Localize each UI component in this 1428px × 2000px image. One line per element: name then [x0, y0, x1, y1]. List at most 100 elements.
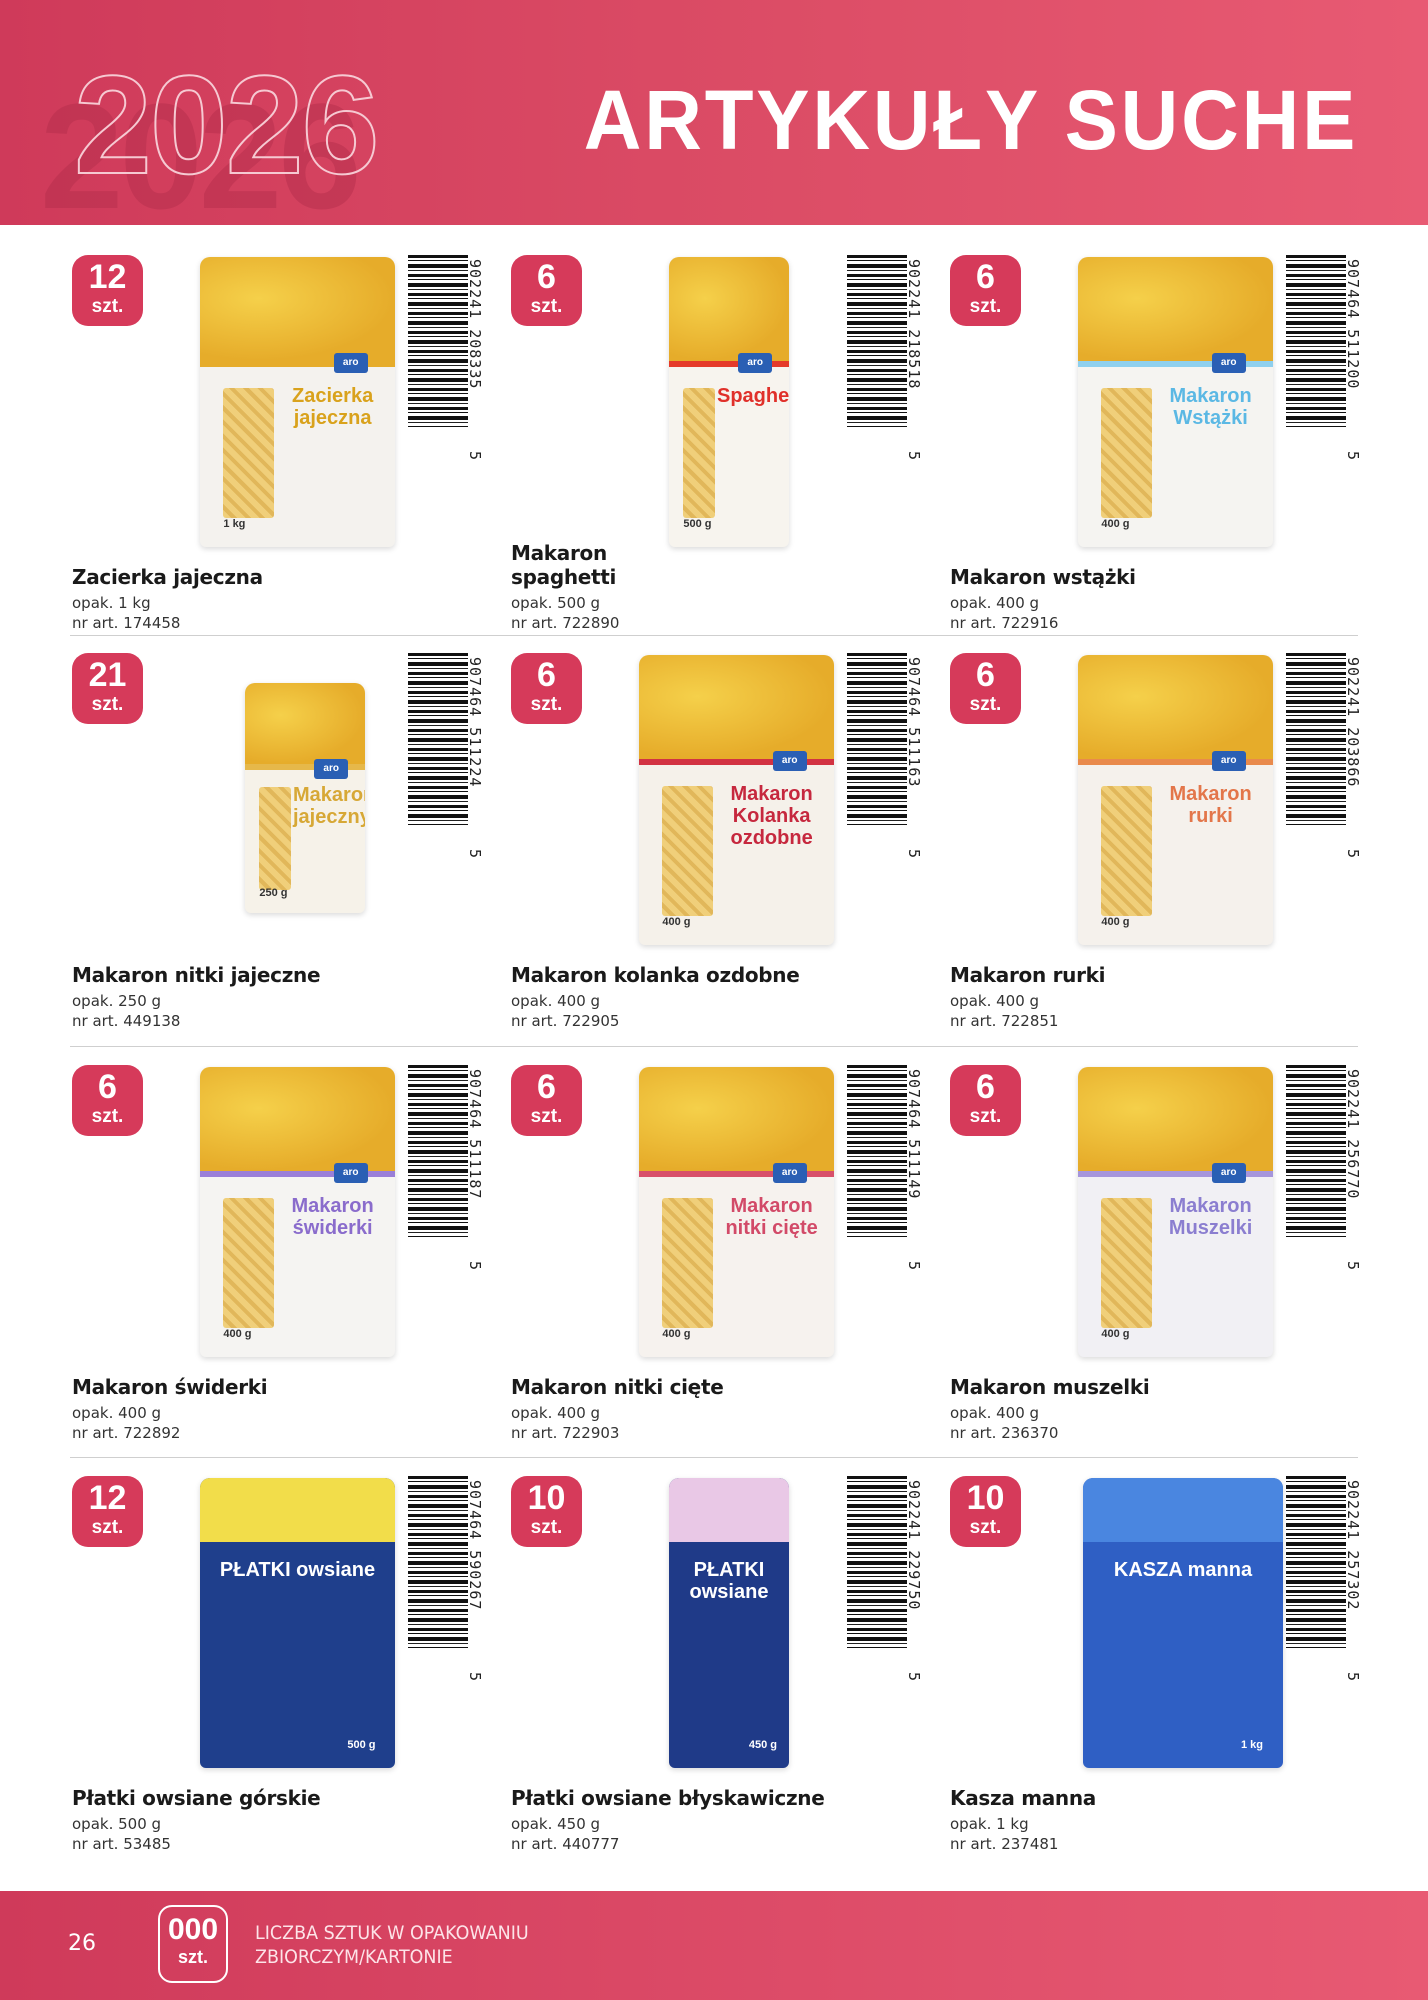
barcode-bars: [1286, 1476, 1346, 1648]
product-tile[interactable]: 6 szt. aro Makaron nitki cięte 400 g 907…: [509, 1065, 949, 1443]
barcode: 907464 511200 5: [1286, 255, 1372, 485]
pack-count-unit: szt.: [91, 694, 124, 715]
barcode: 907464 590267 5: [408, 1476, 494, 1706]
barcode-number: 902241 203866: [1344, 657, 1362, 788]
product-tile[interactable]: 12 szt. aro Zacierka jajeczna 1 kg 90224…: [70, 255, 510, 633]
legend-line: LICZBA SZTUK W OPAKOWANIU: [255, 1922, 529, 1944]
product-image[interactable]: PŁATKI owsiane 500 g: [200, 1478, 395, 1768]
page-header: 2026 2026 ARTYKUŁY SUCHE: [0, 0, 1428, 240]
product-image[interactable]: aro Makaron Muszelki 400 g: [1078, 1067, 1273, 1357]
barcode-number: 902241 256770: [1344, 1069, 1362, 1200]
pack-label: PŁATKI owsiane: [219, 1559, 376, 1582]
pack-top: [1078, 1067, 1273, 1178]
pack-count: 6: [976, 1068, 995, 1106]
legend-text: LICZBA SZTUK W OPAKOWANIU ZBIORCZYM/KART…: [255, 1921, 529, 1969]
barcode-lead-digit: 5: [1344, 1672, 1362, 1682]
row-divider: [70, 635, 1358, 636]
product-package: opak. 400 g: [511, 992, 601, 1010]
product-image[interactable]: aro Makaron świderki 400 g: [200, 1067, 395, 1357]
product-info: Zacierka jajeczna opak. 1 kg nr art. 174…: [72, 565, 402, 633]
product-package: opak. 250 g: [72, 992, 162, 1010]
product-tile[interactable]: 6 szt. aro Makaron Kolanka ozdobne 400 g…: [509, 653, 949, 1031]
product-image[interactable]: aro Makaron Kolanka ozdobne 400 g: [639, 655, 834, 945]
pack-count-badge: 12 szt.: [72, 255, 143, 326]
product-tile[interactable]: 10 szt. KASZA manna 1 kg 902241 257302 5…: [948, 1476, 1388, 1854]
brand-logo: aro: [333, 352, 368, 373]
pack-weight: 1 kg: [1240, 1738, 1263, 1751]
barcode: 902241 256770 5: [1286, 1065, 1372, 1295]
pack-count: 21: [88, 656, 127, 694]
product-article-number: nr art. 440777: [511, 1835, 620, 1853]
barcode-number: 907464 511187: [466, 1069, 484, 1200]
pack-count-unit: szt.: [969, 296, 1002, 317]
barcode-number: 907464 511163: [905, 657, 923, 788]
product-image[interactable]: aro Makaron rurki 400 g: [1078, 655, 1273, 945]
product-package: opak. 400 g: [72, 1404, 162, 1422]
pack-label: Zacierka jajeczna: [292, 384, 374, 429]
product-name: Zacierka jajeczna: [72, 565, 263, 589]
barcode-number: 907464 511149: [905, 1069, 923, 1200]
product-image[interactable]: aro Makaron Wstążki 400 g: [1078, 257, 1273, 547]
pack-count-badge: 12 szt.: [72, 1476, 143, 1547]
pack-top: [200, 1067, 395, 1178]
pack-count-badge: 10 szt.: [511, 1476, 582, 1547]
barcode: 902241 208335 5: [408, 255, 494, 485]
pack-top: [669, 257, 789, 368]
pack-count: 6: [976, 656, 995, 694]
product-name: Makaron kolanka ozdobne: [511, 963, 800, 987]
pack-label: Makaron jajeczny: [293, 784, 365, 829]
pack-label: Makaron Wstążki: [1169, 384, 1252, 429]
product-info: Makaron muszelki opak. 400 g nr art. 236…: [950, 1375, 1280, 1443]
barcode-number: 907464 511200: [1344, 259, 1362, 390]
pack-count: 10: [966, 1479, 1005, 1517]
brand-logo: aro: [772, 750, 807, 771]
product-info: Makaron nitki cięte opak. 400 g nr art. …: [511, 1375, 841, 1443]
product-info: Płatki owsiane błyskawiczne opak. 450 g …: [511, 1786, 841, 1854]
barcode-lead-digit: 5: [466, 1672, 484, 1682]
pack-count-badge: 6 szt.: [511, 1065, 582, 1136]
product-name: Płatki owsiane górskie: [72, 1786, 321, 1810]
pack-weight: 500 g: [347, 1738, 376, 1751]
product-tile[interactable]: 6 szt. aro Makaron Wstążki 400 g 907464 …: [948, 255, 1388, 633]
product-name: Płatki owsiane błyskawiczne: [511, 1786, 825, 1810]
pack-count-unit: szt.: [969, 1106, 1002, 1127]
product-info: Kasza manna opak. 1 kg nr art. 237481: [950, 1786, 1280, 1854]
product-tile[interactable]: 12 szt. PŁATKI owsiane 500 g 907464 5902…: [70, 1476, 510, 1854]
product-tile[interactable]: 21 szt. aro Makaron jajeczny 250 g 90746…: [70, 653, 510, 1031]
product-image[interactable]: KASZA manna 1 kg: [1083, 1478, 1283, 1768]
product-image[interactable]: aro Makaron nitki cięte 400 g: [639, 1067, 834, 1357]
pack-count-badge: 6 szt.: [950, 653, 1021, 724]
barcode-number: 902241 208335: [466, 259, 484, 390]
barcode-lead-digit: 5: [466, 451, 484, 461]
pack-count-unit: szt.: [91, 296, 124, 317]
legend-line: ZBIORCZYM/KARTONIE: [255, 1946, 453, 1968]
product-image[interactable]: aro Spaghetti 500 g: [669, 257, 789, 547]
product-article-number: nr art. 722916: [950, 614, 1059, 632]
product-article-number: nr art. 722851: [950, 1012, 1059, 1030]
pack-count-badge: 6 szt.: [950, 255, 1021, 326]
product-article-number: nr art. 722905: [511, 1012, 620, 1030]
pack-label: Makaron nitki cięte: [725, 1194, 818, 1239]
legend-badge-number: 000: [167, 1913, 219, 1946]
product-tile[interactable]: 6 szt. aro Makaron rurki 400 g 902241 20…: [948, 653, 1388, 1031]
barcode: 902241 257302 5: [1286, 1476, 1372, 1706]
product-name: Kasza manna: [950, 1786, 1097, 1810]
year-shadow: 2026: [40, 72, 362, 240]
product-image[interactable]: aro Zacierka jajeczna 1 kg: [200, 257, 395, 547]
product-tile[interactable]: 10 szt. PŁATKI owsiane 450 g 902241 2297…: [509, 1476, 949, 1854]
product-tile[interactable]: 6 szt. aro Makaron świderki 400 g 907464…: [70, 1065, 510, 1443]
pack-count: 6: [537, 1068, 556, 1106]
pack-top: [1078, 257, 1273, 368]
pack-window: [223, 1197, 275, 1328]
product-image[interactable]: aro Makaron jajeczny 250 g: [245, 683, 365, 913]
product-tile[interactable]: 6 szt. aro Spaghetti 500 g 902241 218518…: [509, 255, 949, 633]
barcode-lead-digit: 5: [1344, 451, 1362, 461]
barcode-lead-digit: 5: [905, 849, 923, 859]
page-footer: 26 000 szt. LICZBA SZTUK W OPAKOWANIU ZB…: [0, 1891, 1428, 2000]
pack-weight: 400 g: [1101, 517, 1130, 530]
barcode-lead-digit: 5: [905, 1672, 923, 1682]
product-tile[interactable]: 6 szt. aro Makaron Muszelki 400 g 902241…: [948, 1065, 1388, 1443]
pack-top: [200, 257, 395, 368]
product-image[interactable]: PŁATKI owsiane 450 g: [669, 1478, 789, 1768]
barcode: 907464 511224 5: [408, 653, 494, 883]
